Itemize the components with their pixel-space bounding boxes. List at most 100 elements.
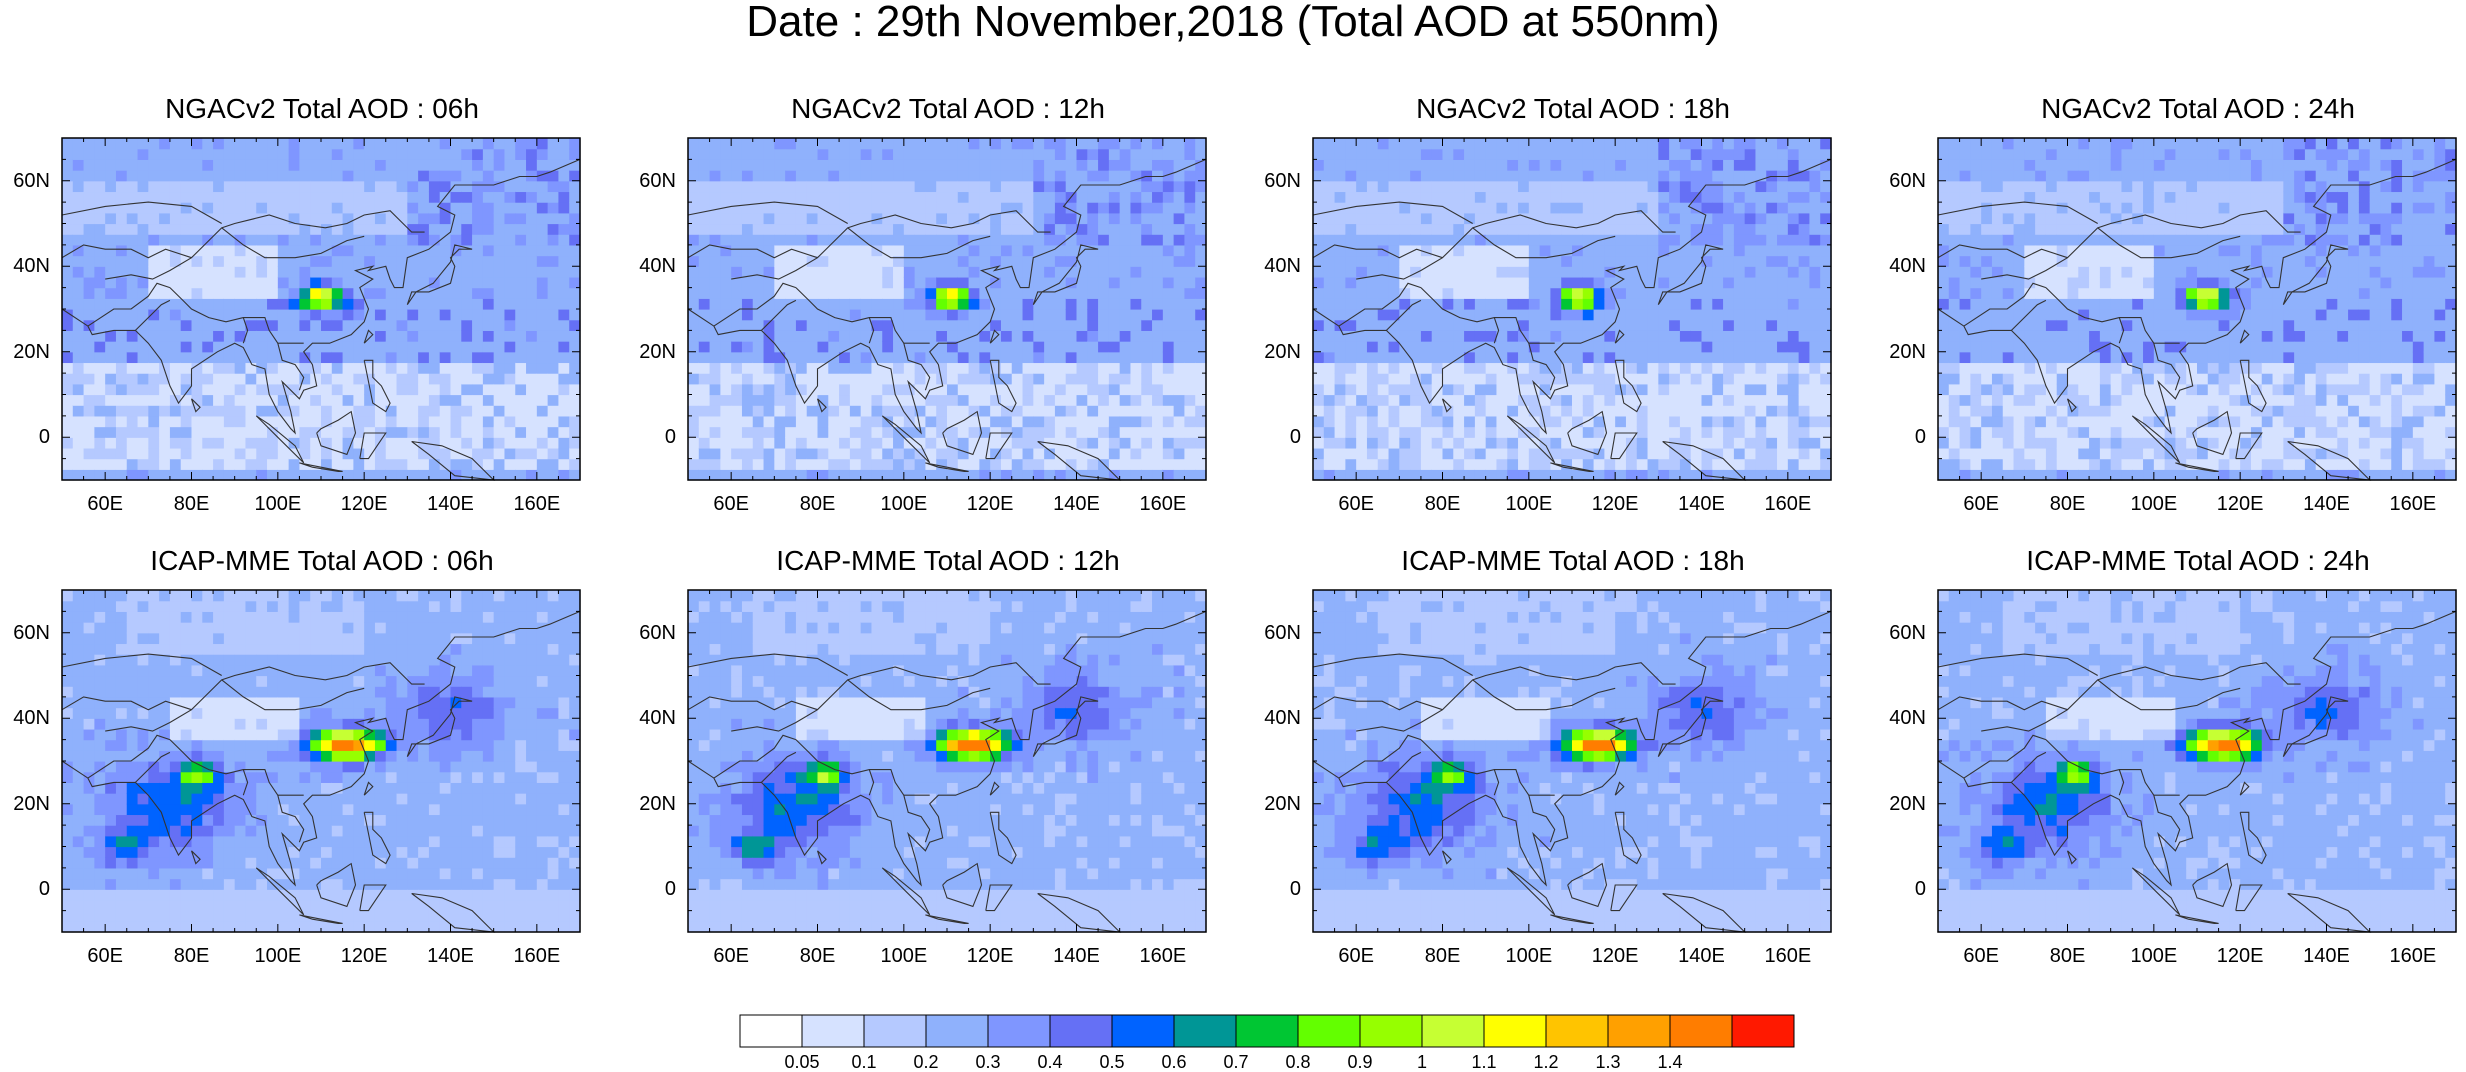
lon-tick-label: 120E — [2217, 494, 2264, 514]
lon-tick-label: 160E — [513, 946, 560, 966]
colorbar-label: 1 — [1417, 1053, 1427, 1071]
lon-tick-label: 160E — [1139, 494, 1186, 514]
lon-tick-label: 140E — [1053, 494, 1100, 514]
aod-map — [1313, 590, 1831, 932]
aod-map — [1313, 138, 1831, 480]
lat-tick-label: 60N — [1264, 623, 1301, 643]
lat-tick-label: 20N — [1889, 342, 1926, 362]
lat-tick-label: 20N — [13, 794, 50, 814]
colorbar-box — [1236, 1015, 1298, 1047]
lon-tick-label: 160E — [1139, 946, 1186, 966]
colorbar-box — [1732, 1015, 1794, 1047]
lat-tick-label: 60N — [639, 623, 676, 643]
lon-tick-label: 60E — [1338, 494, 1374, 514]
lat-tick-label: 0 — [665, 427, 676, 447]
aod-field — [1313, 590, 1832, 933]
aod-map — [62, 138, 580, 480]
aod-map — [1938, 590, 2456, 932]
aod-map — [688, 590, 1206, 932]
colorbar-label: 1.1 — [1471, 1053, 1496, 1071]
lon-tick-label: 80E — [2050, 494, 2086, 514]
lat-tick-label: 40N — [13, 256, 50, 276]
lat-tick-label: 0 — [39, 879, 50, 899]
lon-tick-label: 140E — [427, 946, 474, 966]
aod-field — [1938, 590, 2457, 933]
lon-tick-label: 80E — [800, 946, 836, 966]
lon-tick-label: 80E — [174, 946, 210, 966]
lon-tick-label: 120E — [967, 494, 1014, 514]
colorbar-label: 1.2 — [1533, 1053, 1558, 1071]
lon-tick-label: 160E — [513, 494, 560, 514]
lat-tick-label: 40N — [1264, 256, 1301, 276]
lat-tick-label: 60N — [13, 623, 50, 643]
lat-tick-label: 0 — [1290, 879, 1301, 899]
lon-tick-label: 160E — [1764, 494, 1811, 514]
lon-tick-label: 80E — [2050, 946, 2086, 966]
lon-tick-label: 100E — [254, 946, 301, 966]
colorbar-boxes — [739, 1014, 1795, 1048]
lon-tick-label: 60E — [1963, 494, 1999, 514]
colorbar-box — [926, 1015, 988, 1047]
colorbar-box — [1608, 1015, 1670, 1047]
lat-tick-label: 40N — [1264, 708, 1301, 728]
colorbar-box — [1112, 1015, 1174, 1047]
aod-map — [62, 590, 580, 932]
lat-tick-label: 0 — [665, 879, 676, 899]
panel-title: ICAP-MME Total AOD : 06h — [62, 547, 582, 575]
lon-tick-label: 140E — [2303, 946, 2350, 966]
panel-title: NGACv2 Total AOD : 12h — [688, 95, 1208, 123]
aod-field — [688, 590, 1207, 933]
aod-map — [688, 138, 1206, 480]
lon-tick-label: 120E — [341, 494, 388, 514]
lat-tick-label: 40N — [639, 256, 676, 276]
lon-tick-label: 60E — [87, 494, 123, 514]
lon-tick-label: 60E — [713, 494, 749, 514]
lon-tick-label: 160E — [2389, 494, 2436, 514]
figure-title: Date : 29th November,2018 (Total AOD at … — [0, 0, 2466, 44]
lat-tick-label: 0 — [39, 427, 50, 447]
colorbar-label: 1.3 — [1595, 1053, 1620, 1071]
lon-tick-label: 100E — [880, 494, 927, 514]
lat-tick-label: 40N — [1889, 256, 1926, 276]
lon-tick-label: 120E — [1592, 494, 1639, 514]
lon-tick-label: 100E — [1505, 494, 1552, 514]
lon-tick-label: 120E — [1592, 946, 1639, 966]
panel-title: ICAP-MME Total AOD : 24h — [1938, 547, 2458, 575]
aod-field — [62, 590, 581, 933]
colorbar-box — [1050, 1015, 1112, 1047]
aod-field — [688, 138, 1207, 481]
lon-tick-label: 160E — [1764, 946, 1811, 966]
lat-tick-label: 20N — [1889, 794, 1926, 814]
panel-title: ICAP-MME Total AOD : 12h — [688, 547, 1208, 575]
lon-tick-label: 80E — [174, 494, 210, 514]
lon-tick-label: 160E — [2389, 946, 2436, 966]
lon-tick-label: 140E — [1678, 494, 1725, 514]
colorbar-label: 0.6 — [1161, 1053, 1186, 1071]
colorbar-box — [1360, 1015, 1422, 1047]
colorbar-box — [1484, 1015, 1546, 1047]
colorbar-box — [1670, 1015, 1732, 1047]
colorbar-label: 0.8 — [1285, 1053, 1310, 1071]
lat-tick-label: 0 — [1915, 879, 1926, 899]
colorbar-box — [1174, 1015, 1236, 1047]
lat-tick-label: 20N — [639, 342, 676, 362]
lon-tick-label: 120E — [967, 946, 1014, 966]
lat-tick-label: 60N — [13, 171, 50, 191]
panel-title: ICAP-MME Total AOD : 18h — [1313, 547, 1833, 575]
lon-tick-label: 80E — [800, 494, 836, 514]
colorbar-box — [1422, 1015, 1484, 1047]
lon-tick-label: 100E — [2130, 946, 2177, 966]
colorbar-label: 0.05 — [784, 1053, 819, 1071]
panel-title: NGACv2 Total AOD : 18h — [1313, 95, 1833, 123]
colorbar-box — [1298, 1015, 1360, 1047]
panel-title: NGACv2 Total AOD : 06h — [62, 95, 582, 123]
lat-tick-label: 60N — [1264, 171, 1301, 191]
lat-tick-label: 0 — [1290, 427, 1301, 447]
panel-title: NGACv2 Total AOD : 24h — [1938, 95, 2458, 123]
aod-field — [62, 138, 581, 481]
colorbar-label: 0.7 — [1223, 1053, 1248, 1071]
lon-tick-label: 60E — [1963, 946, 1999, 966]
colorbar-label: 0.5 — [1099, 1053, 1124, 1071]
colorbar-label: 0.3 — [975, 1053, 1000, 1071]
lat-tick-label: 60N — [639, 171, 676, 191]
